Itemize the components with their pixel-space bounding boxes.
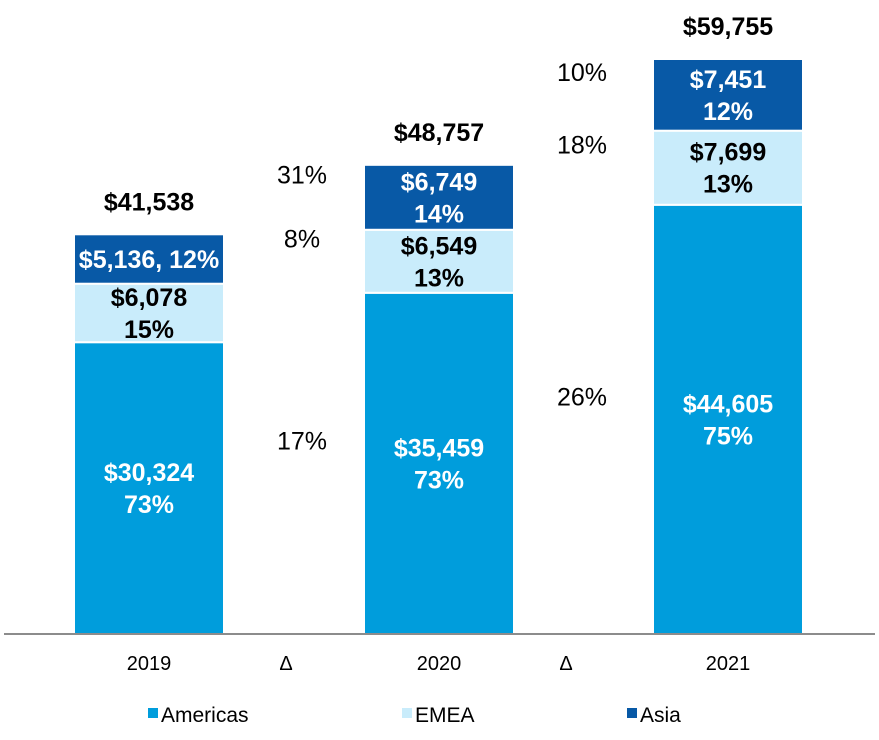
legend: Americas EMEA Asia <box>148 704 681 727</box>
data-label-americas-2020-1: 73% <box>414 466 464 494</box>
total-label-2021: $59,755 <box>683 13 773 41</box>
data-label-asia-2021-0: $7,451 <box>690 66 767 94</box>
legend-swatch-emea <box>402 708 412 718</box>
legend-label-emea: EMEA <box>415 704 475 727</box>
delta-tick-label-1: Δ <box>279 653 292 675</box>
delta-label-2-emea: 18% <box>557 132 607 160</box>
data-label-americas-2019-1: 73% <box>124 491 174 519</box>
bar-segment-americas-2021 <box>652 203 804 635</box>
data-label-asia-2019-0: $5,136, 12% <box>79 246 219 274</box>
data-label-emea-2020-1: 13% <box>414 264 464 292</box>
bar-segment-asia-2020 <box>363 163 515 231</box>
data-label-asia-2020-0: $6,749 <box>401 168 477 196</box>
bar-segment-emea-2021 <box>652 129 804 206</box>
total-label-2020: $48,757 <box>394 119 484 147</box>
bar-segment-asia-2021 <box>652 58 804 132</box>
x-tick-label-2021: 2021 <box>706 653 751 675</box>
x-tick-label-2020: 2020 <box>417 653 462 675</box>
delta-label-1-emea: 8% <box>284 225 320 253</box>
data-label-americas-2019-0: $30,324 <box>104 459 194 487</box>
delta-label-2-americas: 26% <box>557 383 607 411</box>
data-label-emea-2019-0: $6,078 <box>111 284 188 312</box>
delta-label-2-asia: 10% <box>557 59 607 87</box>
bar-segment-emea-2020 <box>363 228 515 294</box>
delta-label-1-americas: 17% <box>277 427 327 455</box>
bar-segment-americas-2020 <box>363 291 515 635</box>
data-label-emea-2021-1: 13% <box>703 171 753 199</box>
data-label-americas-2021-0: $44,605 <box>683 390 773 418</box>
bar-segment-emea-2019 <box>73 282 225 344</box>
total-label-2019: $41,538 <box>104 188 194 216</box>
data-label-americas-2020-0: $35,459 <box>394 434 484 462</box>
data-label-emea-2019-1: 15% <box>124 316 174 344</box>
legend-swatch-americas <box>148 708 158 718</box>
data-label-americas-2021-1: 75% <box>703 422 753 450</box>
legend-label-asia: Asia <box>640 704 681 727</box>
labels-layer: $30,324 73% $6,078 15% $5,136, 12% $41,538 $35… <box>79 13 773 519</box>
data-label-asia-2021-1: 12% <box>703 98 753 126</box>
data-label-emea-2021-0: $7,699 <box>690 139 766 167</box>
ticks-layer: 2019 2020 2021 Δ Δ <box>127 653 751 675</box>
delta-label-1-asia: 31% <box>277 161 327 189</box>
bar-segment-asia-2019 <box>73 233 225 285</box>
delta-tick-label-2: Δ <box>559 653 572 675</box>
legend-label-americas: Americas <box>161 704 249 727</box>
x-tick-label-2019: 2019 <box>127 653 172 675</box>
legend-swatch-asia <box>627 708 637 718</box>
data-label-asia-2020-1: 14% <box>414 200 464 228</box>
data-label-emea-2020-0: $6,549 <box>401 232 477 260</box>
bar-segment-americas-2019 <box>73 341 225 635</box>
bars-layer <box>73 58 804 635</box>
